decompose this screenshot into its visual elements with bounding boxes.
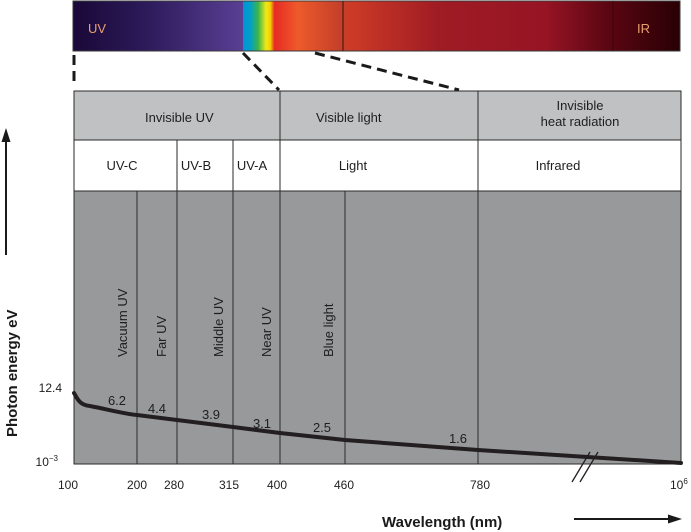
x-tick-10e6: 106: [670, 477, 688, 492]
x-axis-title: Wavelength (nm): [382, 514, 502, 531]
data-label-3-1: 3.1: [253, 416, 271, 431]
connector-visible-start: [241, 51, 281, 92]
y-tick-top: 12.4: [39, 381, 63, 395]
y-axis-title: Photon energy eV: [4, 309, 21, 437]
uv-label: UV: [88, 21, 106, 36]
x-tick-315: 315: [219, 478, 239, 492]
y-tick-bottom-base: 10: [36, 455, 50, 469]
invisible-uv-label: Invisible UV: [145, 110, 214, 125]
uv-c-label: UV-C: [106, 158, 137, 173]
x-tick-100: 100: [58, 478, 78, 492]
header-row-bg: [73, 90, 682, 141]
middle-uv-label: Middle UV: [211, 297, 226, 357]
connector-visible-end: [314, 51, 460, 92]
axis-break-mark: [571, 451, 591, 483]
y-axis: Photon energy eV 12.4 10−3: [1, 128, 63, 469]
sub-row-bg: [73, 139, 682, 192]
invisible-heat-label-line1: Invisible: [557, 98, 604, 113]
y-tick-bottom: 10−3: [36, 454, 59, 469]
x-tick-200: 200: [127, 478, 147, 492]
y-axis-arrow-head-icon: [1, 128, 11, 142]
energy-curve-line: [72, 391, 683, 465]
data-label-4-4: 4.4: [148, 401, 166, 416]
infrared-label: Infrared: [536, 158, 581, 173]
data-label-6-2: 6.2: [108, 393, 126, 408]
blue-light-label: Blue light: [321, 303, 336, 357]
spectrum-gradient: [72, 0, 681, 52]
axis-break-mark: [579, 451, 599, 483]
uv-b-label: UV-B: [181, 158, 211, 173]
x-tick-280: 280: [164, 478, 184, 492]
ir-label: IR: [637, 21, 650, 36]
data-label-2-5: 2.5: [313, 420, 331, 435]
zoom-connectors: [72, 51, 460, 92]
x-tick-400: 400: [267, 478, 287, 492]
x-tick-460: 460: [334, 478, 354, 492]
far-uv-label: Far UV: [154, 316, 169, 358]
y-tick-bottom-exp: −3: [49, 454, 59, 463]
spectrum-bar: UV IR: [72, 0, 681, 52]
band-sub-row: UV-C UV-B UV-A Light Infrared: [73, 139, 682, 192]
data-label-3-9: 3.9: [202, 407, 220, 422]
plot-area: Vacuum UV Far UV Middle UV Near UV Blue …: [72, 190, 683, 483]
x-axis: 100 200 280 315 400 460 780 106 Waveleng…: [58, 477, 688, 531]
data-label-1-6: 1.6: [449, 431, 467, 446]
visible-light-label: Visible light: [316, 110, 382, 125]
light-label: Light: [339, 158, 368, 173]
x-axis-arrow-head-icon: [668, 514, 682, 524]
vacuum-uv-label: Vacuum UV: [115, 288, 130, 357]
invisible-heat-label-line2: heat radiation: [541, 114, 620, 129]
near-uv-label: Near UV: [259, 307, 274, 357]
x-tick-780: 780: [470, 478, 490, 492]
x-tick-10e6-exp: 6: [683, 477, 688, 486]
x-tick-10e6-base: 10: [670, 478, 684, 492]
uv-a-label: UV-A: [237, 158, 268, 173]
band-header-row: Invisible UV Visible light Invisible hea…: [73, 90, 682, 141]
